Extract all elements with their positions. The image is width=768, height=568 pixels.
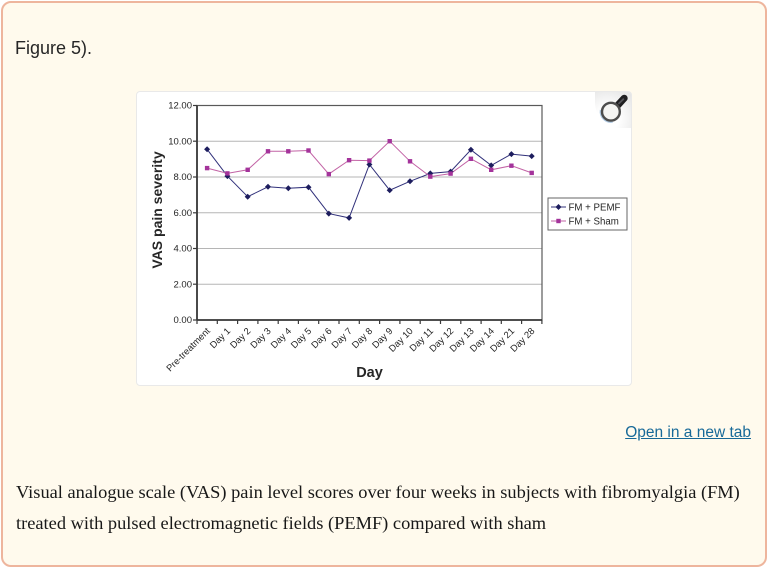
svg-text:Day 7: Day 7 (329, 325, 354, 350)
svg-text:2.00: 2.00 (174, 279, 193, 290)
svg-text:Day 4: Day 4 (268, 325, 293, 350)
svg-text:8.00: 8.00 (174, 172, 193, 183)
svg-text:6.00: 6.00 (174, 208, 193, 219)
svg-text:Day 8: Day 8 (349, 325, 374, 350)
svg-text:VAS pain severity: VAS pain severity (149, 151, 165, 268)
svg-text:Day 6: Day 6 (309, 325, 334, 350)
svg-text:Pre-treatment: Pre-treatment (164, 325, 213, 374)
svg-text:Day: Day (356, 365, 383, 381)
svg-text:FM + Sham: FM + Sham (569, 217, 619, 228)
svg-text:12.00: 12.00 (168, 101, 192, 112)
svg-text:FM + PEMF: FM + PEMF (569, 203, 621, 214)
svg-text:Day 5: Day 5 (288, 325, 313, 350)
svg-text:0.00: 0.00 (174, 315, 193, 326)
svg-text:10.00: 10.00 (168, 136, 192, 147)
svg-text:Day 3: Day 3 (248, 325, 273, 350)
svg-text:4.00: 4.00 (174, 244, 193, 255)
svg-text:Day 2: Day 2 (228, 325, 253, 350)
svg-text:Day 1: Day 1 (207, 325, 232, 350)
